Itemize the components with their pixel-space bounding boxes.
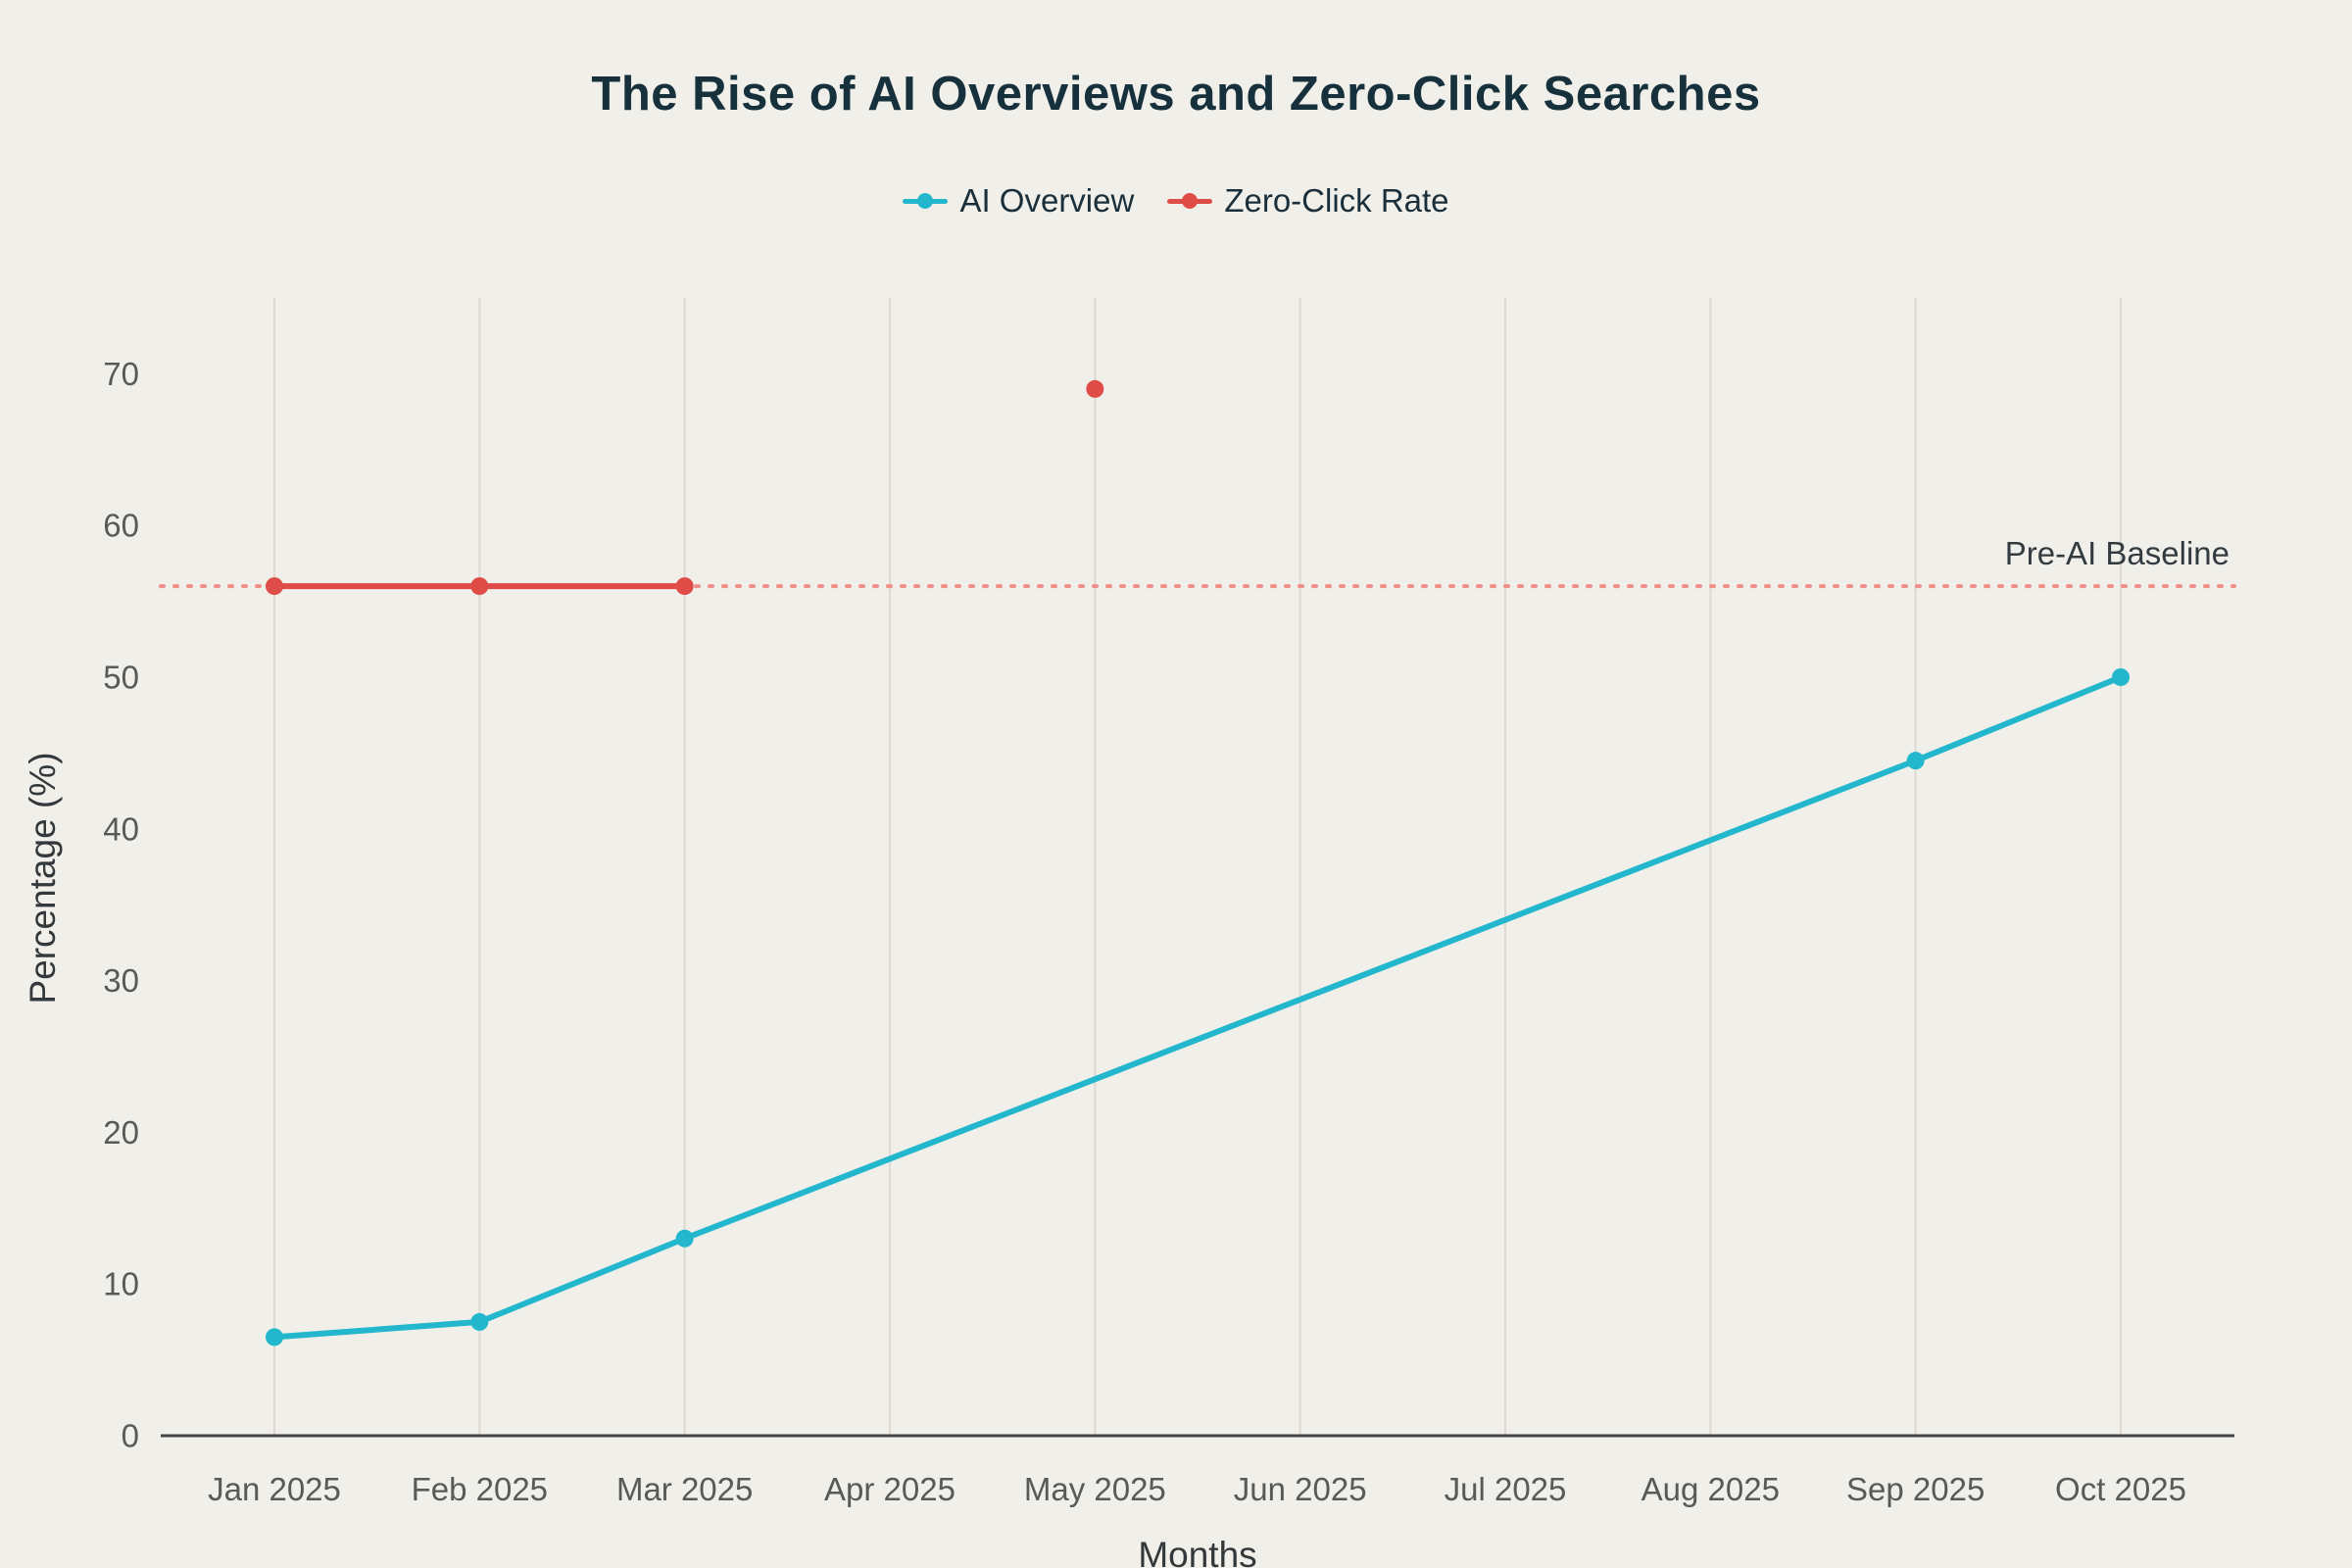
x-tick-label: Mar 2025	[616, 1471, 753, 1507]
y-tick-label: 70	[103, 356, 139, 392]
legend-item-zero-click-rate[interactable]: Zero-Click Rate	[1167, 182, 1449, 220]
data-point-zero-click-rate	[675, 577, 694, 596]
legend-dot-icon	[917, 193, 934, 209]
legend-dot-icon	[1182, 193, 1199, 209]
x-tick-label: Apr 2025	[824, 1471, 956, 1507]
baseline-label: Pre-AI Baseline	[2005, 535, 2230, 571]
legend-label-zero-click-rate: Zero-Click Rate	[1224, 182, 1449, 219]
x-tick-label: Jun 2025	[1234, 1471, 1367, 1507]
y-tick-label: 0	[122, 1418, 139, 1454]
x-tick-label: Sep 2025	[1846, 1471, 1984, 1507]
x-tick-label: Jul 2025	[1445, 1471, 1567, 1507]
y-axis-title: Percentage (%)	[23, 752, 63, 1004]
data-point-ai-overview	[266, 1328, 283, 1347]
legend-item-ai-overview[interactable]: AI Overview	[903, 182, 1134, 220]
x-tick-label: Feb 2025	[412, 1471, 548, 1507]
x-tick-label: May 2025	[1024, 1471, 1166, 1507]
legend: AI Overview Zero-Click Rate	[0, 182, 2352, 220]
data-point-zero-click-rate	[1086, 379, 1104, 398]
y-tick-label: 50	[103, 660, 139, 696]
y-tick-label: 30	[103, 962, 139, 999]
data-point-ai-overview	[1906, 752, 1925, 770]
y-tick-label: 60	[103, 508, 139, 544]
legend-marker-ai-overview	[903, 192, 949, 210]
y-tick-label: 40	[103, 810, 139, 847]
legend-label-ai-overview: AI Overview	[959, 182, 1135, 219]
y-tick-label: 10	[103, 1266, 139, 1302]
x-axis-title: Months	[1138, 1535, 1257, 1568]
data-point-zero-click-rate	[470, 577, 489, 596]
data-point-ai-overview	[675, 1229, 694, 1248]
data-point-ai-overview	[2112, 668, 2130, 686]
data-point-zero-click-rate	[266, 577, 283, 596]
y-tick-label: 20	[103, 1114, 139, 1151]
data-point-ai-overview	[470, 1312, 489, 1331]
legend-marker-zero-click-rate	[1167, 192, 1213, 210]
x-tick-label: Oct 2025	[2055, 1471, 2186, 1507]
chart-title: The Rise of AI Overviews and Zero-Click …	[591, 68, 1761, 121]
x-tick-label: Aug 2025	[1642, 1471, 1780, 1507]
series-line-ai-overview	[271, 674, 2124, 1341]
x-tick-label: Jan 2025	[208, 1471, 341, 1507]
